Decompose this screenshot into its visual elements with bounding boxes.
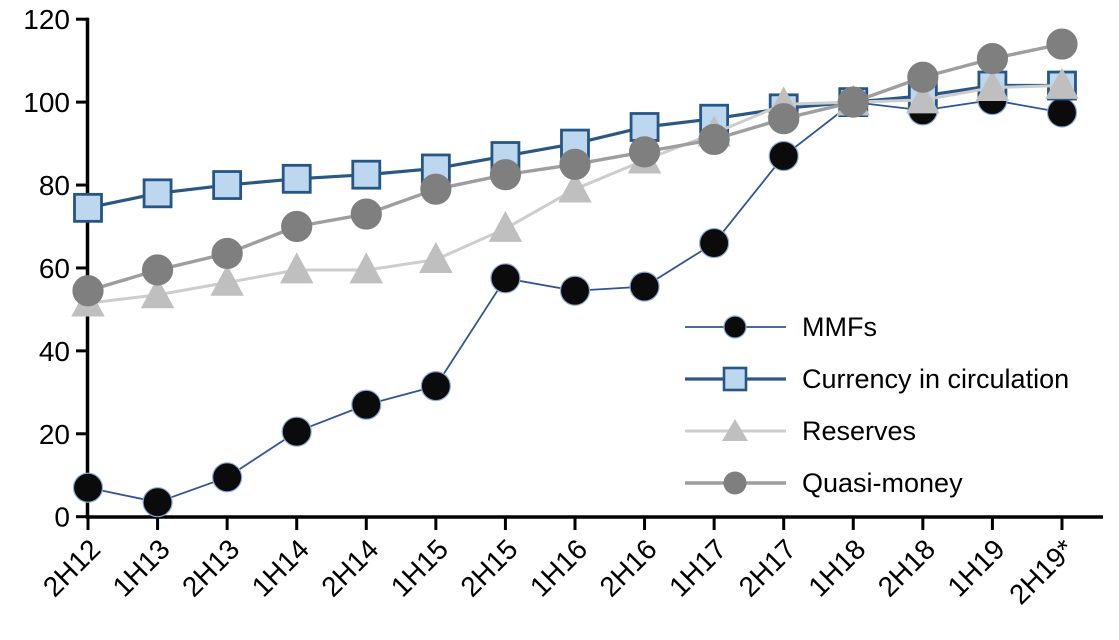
quasi-money-marker <box>420 173 452 205</box>
y-axis-label: 0 <box>54 502 70 533</box>
legend-label-mmfs: MMFs <box>802 312 877 342</box>
legend-item-quasi-money: Quasi-money <box>683 466 1069 500</box>
x-axis-label: 2H13 <box>176 533 245 602</box>
mmfs-marker <box>490 263 521 294</box>
legend: MMFs Currency in circulation Reserves Qu… <box>683 310 1069 500</box>
currency-in-circulation-marker <box>142 178 173 209</box>
x-axis-label: 1H19 <box>941 533 1010 602</box>
x-axis-label: 1H16 <box>524 533 593 602</box>
reserves-marker <box>419 241 453 273</box>
currency-in-circulation-marker <box>629 112 660 142</box>
x-axis-label: 2H14 <box>315 533 384 602</box>
y-axis: 0 20 40 60 80 100 120 <box>23 4 1103 533</box>
mmfs-marker <box>72 472 104 503</box>
reserves-marker <box>488 210 523 242</box>
reserves-marker <box>975 69 1010 101</box>
y-axis-label: 80 <box>39 170 70 201</box>
x-axis-label: 1H17 <box>663 533 732 602</box>
mmfs-marker <box>1046 97 1078 128</box>
quasi-money-legend-marker-icon <box>685 471 786 495</box>
currency-in-circulation-marker <box>281 163 312 194</box>
reserves-marker <box>140 277 175 309</box>
mmfs-marker <box>351 389 382 420</box>
mmfs-marker <box>212 462 243 493</box>
reserves-marker <box>279 252 314 284</box>
reserves-marker <box>349 252 384 284</box>
reserves-marker <box>906 82 940 114</box>
legend-label-currency: Currency in circulation <box>802 364 1070 394</box>
quasi-money-marker <box>211 237 243 270</box>
reserves-marker <box>558 171 592 203</box>
x-axis-label: 2H15 <box>454 533 523 602</box>
x-axis-label: 2H18 <box>872 533 941 602</box>
currency-in-circulation-marker <box>73 192 103 223</box>
quasi-money-marker <box>628 136 661 168</box>
mmfs-marker <box>768 140 799 172</box>
currency-in-circulation-marker <box>351 159 382 190</box>
reserves-marker <box>210 264 244 296</box>
legend-item-mmfs: MMFs <box>683 310 1069 344</box>
y-axis-label: 120 <box>23 4 70 35</box>
quasi-money-marker <box>1046 28 1078 60</box>
reserves-legend-marker-icon <box>685 419 786 441</box>
y-axis-label: 20 <box>39 419 70 450</box>
y-axis-label: 100 <box>23 87 70 118</box>
quasi-money-marker <box>559 148 591 180</box>
y-axis-label: 40 <box>39 336 70 367</box>
mmfs-marker <box>559 275 591 306</box>
currency-in-circulation-marker <box>212 170 243 200</box>
quasi-money-marker <box>698 123 730 156</box>
y-axis-label: 60 <box>39 253 70 284</box>
x-axis-label: 2H19* <box>1003 533 1080 610</box>
series-quasi-money <box>72 28 1078 307</box>
quasi-money-marker <box>976 42 1009 75</box>
legend-item-reserves: Reserves <box>683 414 1069 448</box>
mmfs-marker <box>629 271 660 302</box>
quasi-money-marker <box>768 103 800 135</box>
x-axis: 2H12 1H13 2H13 1H14 2H14 1H15 2H15 1H16 2H16 1H17… <box>37 517 1080 610</box>
reserves-marker <box>1045 67 1079 99</box>
mmfs-marker <box>420 371 451 402</box>
legend-label-quasi-money: Quasi-money <box>802 468 963 498</box>
mmfs-marker <box>281 416 312 447</box>
quasi-money-marker <box>837 86 869 118</box>
quasi-money-marker <box>907 61 939 93</box>
legend-item-currency: Currency in circulation <box>683 362 1069 396</box>
quasi-money-marker <box>72 275 104 307</box>
x-axis-label: 1H15 <box>385 533 454 602</box>
quasi-money-marker <box>281 210 313 243</box>
quasi-money-marker <box>141 254 174 286</box>
quasi-money-marker <box>489 159 522 191</box>
x-axis-label: 2H16 <box>594 533 663 602</box>
x-axis-label: 1H18 <box>802 533 871 602</box>
mmfs-marker <box>142 487 173 518</box>
currency-legend-marker-icon <box>685 366 786 392</box>
x-axis-label: 1H14 <box>246 533 315 602</box>
legend-label-reserves: Reserves <box>802 416 917 446</box>
x-axis-label: 2H12 <box>37 533 106 602</box>
quasi-money-marker <box>350 198 382 230</box>
mmfs-legend-marker-icon <box>685 315 786 339</box>
mmfs-marker <box>699 227 730 259</box>
x-axis-label: 1H13 <box>107 533 176 602</box>
x-axis-label: 2H17 <box>733 533 802 602</box>
